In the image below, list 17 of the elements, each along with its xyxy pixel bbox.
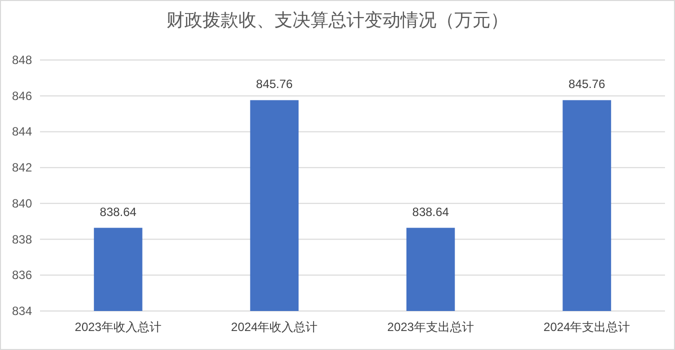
x-tick-label: 2024年收入总计 [231, 320, 318, 334]
x-tick-label: 2023年支出总计 [387, 320, 474, 334]
y-tick-label: 846 [12, 88, 32, 103]
y-tick-label: 838 [12, 232, 32, 246]
data-label: 838.64 [412, 204, 450, 219]
y-tick-label: 848 [12, 53, 32, 67]
y-tick-label: 844 [12, 124, 32, 139]
data-label: 845.76 [256, 77, 294, 92]
data-label: 838.64 [100, 204, 137, 219]
x-tick-label: 2023年收入总计 [74, 320, 162, 334]
y-tick-label: 842 [12, 160, 32, 175]
y-tick-label: 834 [12, 304, 32, 318]
y-tick-label: 836 [12, 268, 32, 282]
chart-title: 财政拨款收、支决算总计变动情况（万元） [166, 10, 508, 31]
x-tick-label: 2024年支出总计 [544, 320, 630, 334]
y-tick-label: 840 [12, 196, 32, 210]
data-label: 845.76 [568, 77, 606, 92]
